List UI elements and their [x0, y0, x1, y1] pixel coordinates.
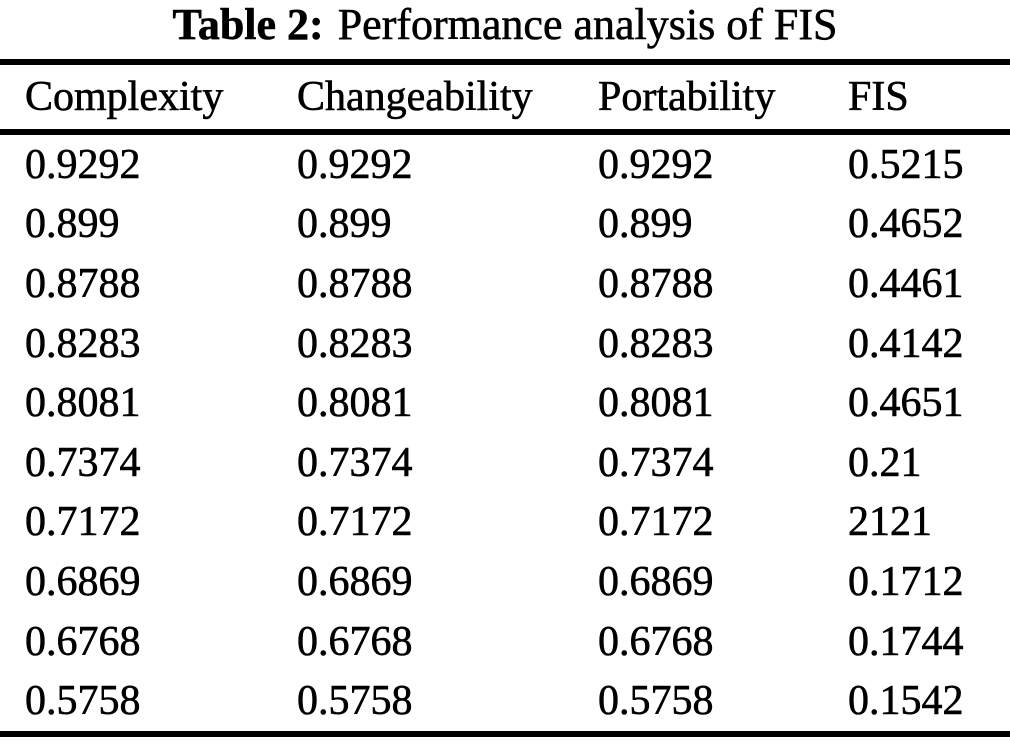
table-cell: 0.8788	[25, 260, 141, 308]
table-cell: 0.5758	[297, 678, 413, 725]
table-cell: 0.5758	[598, 678, 714, 725]
column-header-changeability: Changeability	[297, 74, 533, 121]
table-cell: 0.4651	[848, 380, 964, 427]
table-row: 0.6768 0.6768 0.6768 0.1744	[0, 612, 1010, 672]
table-cell: 0.8081	[25, 380, 141, 427]
column-header-complexity: Complexity	[25, 74, 224, 121]
table-cell: 0.8283	[25, 320, 141, 367]
table-cell: 0.6869	[598, 558, 714, 606]
table-header-row: Complexity Changeability Portability FIS	[0, 65, 1010, 129]
table-rule-header	[0, 129, 1010, 135]
table-caption-text: Performance analysis of FIS	[337, 0, 838, 49]
table-row: 0.8283 0.8283 0.8283 0.4142	[0, 314, 1010, 374]
table-cell: 0.6768	[598, 618, 714, 665]
table-cell: 2121	[848, 499, 933, 546]
table-cell: 0.9292	[598, 141, 714, 188]
table-row: 0.7374 0.7374 0.7374 0.21	[0, 433, 1010, 493]
table-cell: 0.6768	[297, 618, 413, 665]
table-row: 0.9292 0.9292 0.9292 0.5215	[0, 135, 1010, 195]
table-cell: 0.7374	[598, 439, 714, 486]
table-cell: 0.5758	[25, 678, 141, 725]
table-cell: 0.7172	[25, 499, 141, 546]
table-cell: 0.899	[25, 201, 120, 248]
table-cell: 0.8283	[297, 320, 413, 367]
table-cell: 0.8081	[598, 380, 714, 427]
table-rule-bottom	[0, 730, 1010, 737]
table-cell: 0.8081	[297, 380, 413, 427]
table-cell: 0.899	[297, 201, 392, 248]
table-cell: 0.899	[598, 201, 693, 248]
table-cell: 0.1542	[848, 678, 964, 725]
table-row: 0.6869 0.6869 0.6869 0.1712	[0, 552, 1010, 612]
table-cell: 0.6768	[25, 618, 141, 665]
table-row: 0.7172 0.7172 0.7172 2121	[0, 493, 1010, 553]
table-caption: Table 2: Performance analysis of FIS	[0, 0, 1010, 59]
column-header-fis: FIS	[848, 74, 909, 121]
table-cell: 0.7374	[25, 439, 141, 486]
table-cell: 0.9292	[25, 141, 141, 188]
table-cell: 0.5215	[848, 141, 964, 188]
table-cell: 0.6869	[297, 558, 413, 606]
table-caption-label: Table 2:	[172, 0, 324, 49]
table-cell: 0.7172	[297, 499, 413, 546]
table-rule-top	[0, 59, 1010, 65]
table-cell: 0.4461	[848, 260, 964, 308]
table-cell: 0.8788	[598, 260, 714, 308]
table-row: 0.899 0.899 0.899 0.4652	[0, 195, 1010, 255]
table-cell: 0.7172	[598, 499, 714, 546]
table-row: 0.8788 0.8788 0.8788 0.4461	[0, 254, 1010, 314]
table-cell: 0.8283	[598, 320, 714, 367]
table-cell: 0.4652	[848, 201, 964, 248]
table-row: 0.8081 0.8081 0.8081 0.4651	[0, 373, 1010, 433]
table-cell: 0.7374	[297, 439, 413, 486]
table-row: 0.5758 0.5758 0.5758 0.1542	[0, 671, 1010, 731]
table-cell: 0.9292	[297, 141, 413, 188]
table-cell: 0.1744	[848, 618, 964, 665]
table-cell: 0.4142	[848, 320, 964, 367]
table-cell: 0.6869	[25, 558, 141, 606]
table-cell: 0.21	[848, 439, 922, 486]
table-cell: 0.1712	[848, 558, 964, 606]
table-cell: 0.8788	[297, 260, 413, 308]
column-header-portability: Portability	[598, 74, 776, 121]
table-body: 0.9292 0.9292 0.9292 0.5215 0.899 0.899 …	[0, 135, 1010, 731]
